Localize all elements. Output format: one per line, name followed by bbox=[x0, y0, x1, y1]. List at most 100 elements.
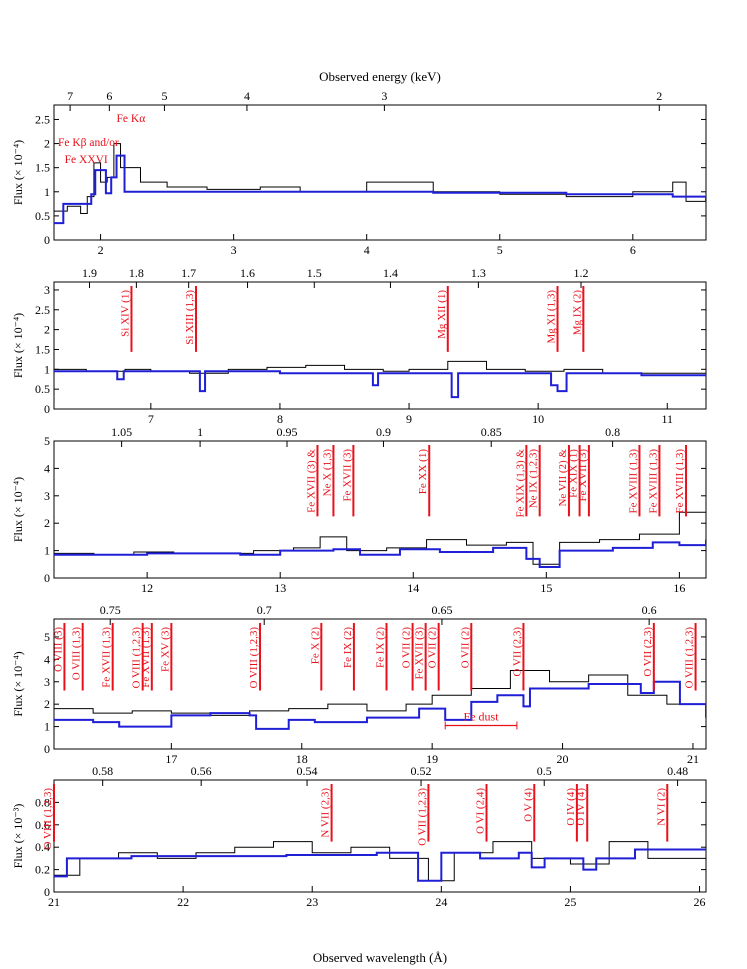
top-tick-label: 0.56 bbox=[191, 764, 212, 778]
x-tick-label: 22 bbox=[177, 895, 189, 909]
y-tick-label: 0 bbox=[44, 742, 50, 756]
line-label: Mg XI (1,3) bbox=[546, 290, 558, 344]
line-label: Ne IX (1,2,3) bbox=[528, 449, 540, 509]
top-tick-label: 1.9 bbox=[82, 266, 97, 280]
y-tick-label: 0 bbox=[44, 885, 50, 899]
y-tick-label: 2 bbox=[44, 516, 50, 530]
line-label: Fe XV (3) bbox=[159, 627, 171, 672]
x-tick-label: 18 bbox=[296, 752, 308, 766]
line-label: Si XIII (1,3) bbox=[184, 290, 196, 345]
top-tick-label: 5 bbox=[161, 89, 167, 103]
top-tick-label: 0.75 bbox=[100, 603, 121, 617]
top-tick-label: 1 bbox=[197, 425, 203, 439]
line-label: Fe XVII (3) & bbox=[305, 449, 317, 513]
x-tick-label: 10 bbox=[532, 412, 544, 426]
y-tick-label: 4 bbox=[44, 461, 50, 475]
y-tick-label: 1.5 bbox=[35, 342, 50, 356]
line-label: O VII (1,2,3) bbox=[416, 788, 428, 846]
y-tick-label: 5 bbox=[44, 630, 50, 644]
y-tick-label: 2 bbox=[44, 323, 50, 337]
y-tick-label: 2.5 bbox=[35, 303, 50, 317]
top-tick-label: 0.6 bbox=[642, 603, 657, 617]
x-tick-label: 4 bbox=[364, 243, 370, 257]
top-tick-label: 0.48 bbox=[667, 764, 688, 778]
model-series bbox=[54, 680, 706, 730]
top-tick-label: 1.3 bbox=[471, 266, 486, 280]
x-tick-label: 8 bbox=[277, 412, 283, 426]
line-label: Fe XIX (1) bbox=[568, 449, 580, 498]
y-axis-label: Flux (× 10⁻³) bbox=[11, 804, 25, 869]
line-label: N VII (2,3) bbox=[320, 788, 332, 838]
model-series bbox=[54, 370, 706, 399]
x-tick-label: 19 bbox=[426, 752, 438, 766]
y-tick-label: 1 bbox=[44, 544, 50, 558]
top-tick-label: 0.95 bbox=[276, 425, 297, 439]
panel-1: 0 0.5 1 1.5 2 2.5 Flux (× 10⁻⁴) 2 3 4 5 6 7 6 5 4 3 2 Fe K… bbox=[11, 89, 707, 257]
line-label: Fe XVII (3) bbox=[414, 627, 426, 680]
bottom-axis-title: Observed wavelength (Å) bbox=[313, 950, 447, 965]
top-tick-label: 0.8 bbox=[605, 425, 620, 439]
line-label: O VI (2,4) bbox=[475, 788, 487, 834]
top-tick-label: 1.2 bbox=[574, 266, 589, 280]
line-label: Fe XIX (1,3) & bbox=[514, 449, 526, 518]
line-label: Fe XX (1) bbox=[417, 449, 429, 495]
line-label: Fe XVII (3) bbox=[341, 449, 353, 502]
y-tick-label: 0.5 bbox=[35, 209, 50, 223]
line-label: O VIII (1,2,3) bbox=[684, 627, 696, 689]
x-tick-label: 16 bbox=[673, 581, 685, 595]
line-label: O VIII (3) bbox=[52, 627, 64, 672]
data-series bbox=[54, 841, 706, 882]
line-label: Mg XII (1) bbox=[436, 290, 448, 339]
top-tick-label: 1.6 bbox=[240, 266, 255, 280]
line-label: O VIII (1,3) bbox=[71, 627, 83, 681]
y-axis-label: Flux (× 10⁻⁴) bbox=[11, 477, 25, 542]
line-label: O VII (2,3) bbox=[511, 627, 523, 677]
panel-frame bbox=[53, 440, 707, 579]
top-tick-label: 1.5 bbox=[307, 266, 322, 280]
top-tick-label: 1.05 bbox=[111, 425, 132, 439]
line-label: Fe IX (2) bbox=[342, 627, 354, 668]
line-label: O VII (2) bbox=[459, 627, 471, 669]
data-series bbox=[54, 670, 706, 718]
panel-frame bbox=[53, 779, 707, 893]
top-tick-label: 0.5 bbox=[537, 764, 552, 778]
top-tick-label: 0.7 bbox=[257, 603, 272, 617]
y-tick-label: 0.5 bbox=[35, 382, 50, 396]
model-series bbox=[54, 539, 706, 569]
y-tick-label: 0 bbox=[44, 402, 50, 416]
top-tick-label: 0.65 bbox=[431, 603, 452, 617]
x-tick-label: 23 bbox=[306, 895, 318, 909]
y-axis-label: Flux (× 10⁻⁴) bbox=[11, 140, 25, 205]
fe-dust-label: Fe dust bbox=[464, 709, 500, 723]
model-series bbox=[54, 848, 706, 882]
model-series bbox=[54, 154, 706, 225]
x-tick-label: 24 bbox=[435, 895, 447, 909]
line-label: Fe IX (2) bbox=[375, 627, 387, 668]
y-tick-label: 2 bbox=[44, 137, 50, 151]
top-tick-label: 0.58 bbox=[92, 764, 113, 778]
y-tick-label: 3 bbox=[44, 489, 50, 503]
line-label: O IV (4) bbox=[565, 788, 577, 826]
top-tick-label: 6 bbox=[106, 89, 112, 103]
x-tick-label: 9 bbox=[406, 412, 412, 426]
line-label: Fe XVII (3) bbox=[577, 449, 589, 502]
x-tick-label: 6 bbox=[630, 243, 636, 257]
line-label: N VI (2) bbox=[655, 788, 667, 826]
line-label: Fe XVIII (1,3) bbox=[647, 449, 659, 514]
x-tick-label: 15 bbox=[540, 581, 552, 595]
line-label: Fe XXVI bbox=[65, 154, 108, 166]
y-tick-label: 0.6 bbox=[35, 818, 50, 832]
top-tick-label: 1.4 bbox=[383, 266, 398, 280]
y-tick-label: 0.8 bbox=[35, 795, 50, 809]
panel-frame bbox=[53, 618, 707, 750]
x-tick-label: 12 bbox=[141, 581, 153, 595]
y-tick-label: 0 bbox=[44, 571, 50, 585]
top-tick-label: 4 bbox=[244, 89, 250, 103]
top-axis-title: Observed energy (keV) bbox=[319, 69, 441, 84]
x-tick-label: 17 bbox=[165, 752, 177, 766]
panel-frame bbox=[53, 104, 707, 241]
panel-2: 0 0.5 1 1.5 2 2.5 3 Flux (× 10⁻⁴) 7 8 9 10 11 1.9 1.8 1… bbox=[11, 266, 707, 426]
